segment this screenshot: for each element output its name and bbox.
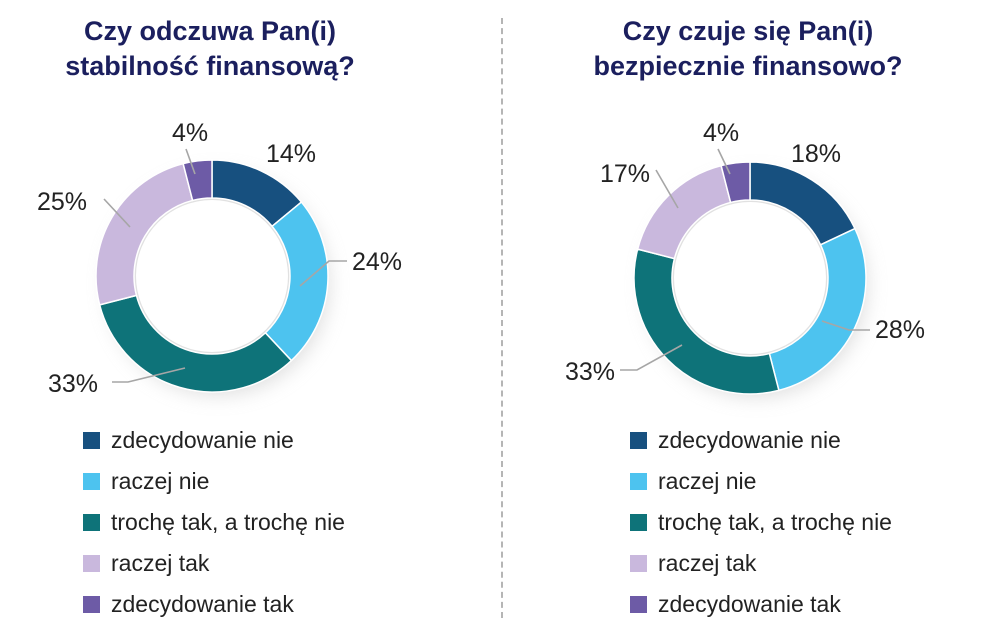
legend-label: raczej nie — [658, 468, 757, 494]
data-label: 25% — [37, 188, 87, 216]
data-label: 4% — [172, 119, 208, 147]
donut-slice — [98, 294, 293, 393]
chart-title-line-1: Czy odczuwa Pan(i) — [83, 16, 337, 46]
legend-label: zdecydowanie nie — [111, 427, 294, 453]
legend: zdecydowanie nie raczej nie trochę tak, … — [630, 420, 892, 625]
legend-swatch — [83, 514, 100, 531]
legend-swatch — [630, 555, 647, 572]
data-label: 28% — [875, 316, 925, 344]
donut-hole — [136, 200, 288, 352]
donut-slice — [633, 248, 780, 395]
data-label: 17% — [600, 160, 650, 188]
legend-item: raczej tak — [630, 543, 892, 584]
legend-label: trochę tak, a trochę nie — [658, 509, 892, 535]
leader-line — [185, 148, 196, 175]
legend-item: raczej nie — [630, 461, 892, 502]
chart-title-line-1: Czy czuje się Pan(i) — [622, 16, 874, 46]
legend-swatch — [83, 596, 100, 613]
donut-slice — [182, 159, 213, 202]
chart-title: Czy czuje się Pan(i) bezpiecznie finanso… — [538, 14, 958, 84]
left-chart-panel: Czy odczuwa Pan(i) stabilność finansową?… — [0, 14, 420, 625]
legend-item: zdecydowanie tak — [83, 584, 345, 625]
legend-label: raczej tak — [111, 550, 210, 576]
legend-swatch — [630, 514, 647, 531]
leader-line — [299, 260, 347, 287]
leader-line — [655, 169, 679, 209]
legend-label: raczej tak — [658, 550, 757, 576]
legend-swatch — [83, 473, 100, 490]
leader-line — [103, 198, 131, 228]
leader-line — [620, 344, 683, 371]
donut-hole — [674, 202, 826, 354]
legend: zdecydowanie nie raczej nie trochę tak, … — [83, 420, 345, 625]
legend-swatch — [630, 432, 647, 449]
donut-chart-security: 18% 28% 33% 17% 4% — [565, 119, 925, 398]
legend-item: trochę tak, a trochę nie — [83, 502, 345, 543]
legend-label: zdecydowanie tak — [111, 591, 294, 617]
legend-swatch — [83, 432, 100, 449]
data-label: 4% — [703, 119, 739, 147]
right-chart-panel: Czy czuje się Pan(i) bezpiecznie finanso… — [492, 0, 984, 629]
legend-label: raczej nie — [111, 468, 210, 494]
legend-item: raczej tak — [83, 543, 345, 584]
legend-item: trochę tak, a trochę nie — [630, 502, 892, 543]
legend-swatch — [630, 596, 647, 613]
leader-line — [717, 148, 731, 175]
legend-item: raczej nie — [83, 461, 345, 502]
legend-label: trochę tak, a trochę nie — [111, 509, 345, 535]
legend-label: zdecydowanie nie — [658, 427, 841, 453]
legend-swatch — [630, 473, 647, 490]
chart-title-line-2: bezpiecznie finansowo? — [593, 51, 903, 81]
data-label: 18% — [791, 140, 841, 168]
legend-item: zdecydowanie tak — [630, 584, 892, 625]
data-label: 14% — [266, 140, 316, 168]
data-label: 33% — [565, 358, 615, 386]
donut-chart-stability: 14% 24% 33% 25% 4% — [37, 119, 402, 398]
panel-divider — [501, 18, 503, 618]
data-label: 33% — [48, 370, 98, 398]
data-label: 24% — [352, 248, 402, 276]
leader-line — [821, 320, 870, 331]
legend-label: zdecydowanie tak — [658, 591, 841, 617]
leader-line — [112, 367, 186, 383]
chart-title-line-2: stabilność finansową? — [65, 51, 355, 81]
legend-swatch — [83, 555, 100, 572]
legend-item: zdecydowanie nie — [630, 420, 892, 461]
legend-item: zdecydowanie nie — [83, 420, 345, 461]
chart-title: Czy odczuwa Pan(i) stabilność finansową? — [0, 14, 420, 84]
